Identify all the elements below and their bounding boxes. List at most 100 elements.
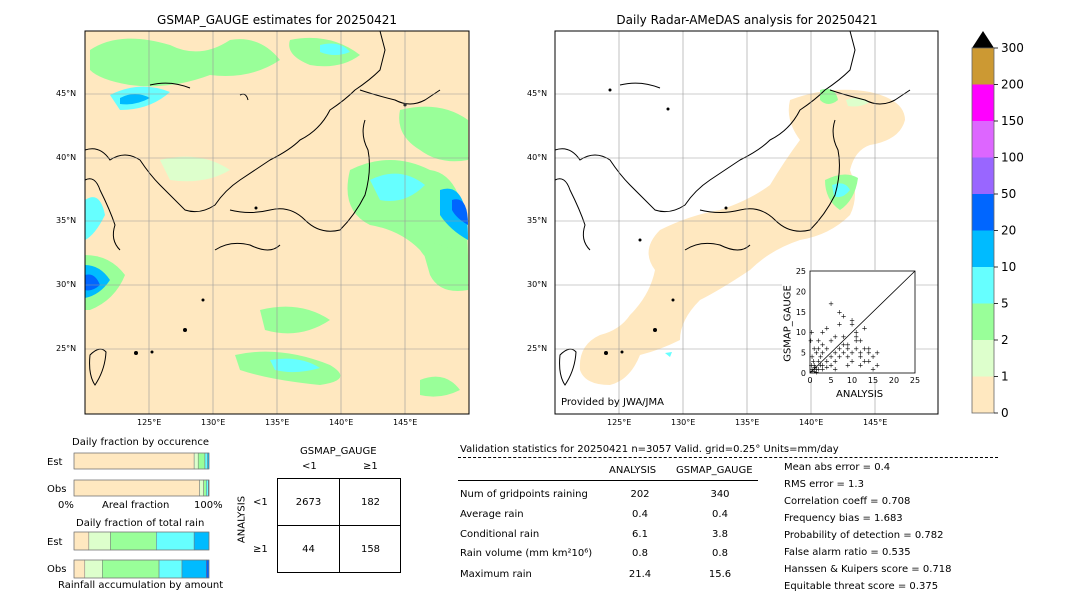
lon-label: 140°E: [329, 418, 354, 427]
scatter-point: +: [815, 365, 821, 373]
lat-label: 35°N: [527, 216, 548, 225]
stacked-bar-segment: [181, 559, 207, 579]
scatter-point: +: [845, 341, 851, 349]
lon-label: 145°E: [393, 418, 418, 427]
contingency-cell: 182: [360, 497, 381, 508]
stacked-bar-segment: [73, 479, 200, 497]
stats-row-label: Rain volume (mm km²10⁶): [460, 548, 593, 559]
scatter-point: +: [845, 361, 851, 369]
scatter-point: +: [857, 353, 863, 361]
right-gridlines: [555, 31, 938, 414]
scatter-xtick: 25: [910, 376, 920, 385]
stats-row-analysis: 0.8: [632, 548, 648, 559]
scatter-plot: ++++++++++++++++++++++++++++++++++++++++…: [796, 267, 920, 385]
scatter-point: +: [849, 349, 855, 357]
stats-row-label: Maximum rain: [460, 569, 532, 580]
stats-header-rule: [458, 457, 998, 458]
colorbar-band: [972, 48, 994, 85]
colorbar-tick-label: 150: [1001, 114, 1024, 128]
colorbar-band: [972, 267, 994, 304]
stacked-bar-segment: [206, 559, 210, 579]
occurrence-title: Daily fraction by occurence: [72, 437, 210, 448]
stacked-bar-segment: [203, 479, 207, 497]
lon-label: 145°E: [863, 418, 888, 427]
scatter-point: +: [811, 365, 817, 373]
scatter-point: +: [874, 349, 880, 357]
diagonal-line: [809, 270, 916, 374]
scatter-point: +: [836, 353, 842, 361]
colorbar-tick-label: 300: [1001, 41, 1024, 55]
scatter-point: +: [857, 349, 863, 357]
stacked-bar-segment: [204, 452, 208, 470]
colorbar-band: [972, 84, 994, 121]
scatter-point: +: [836, 321, 842, 329]
right-coverage: [579, 88, 905, 385]
left-gridlines: [85, 31, 469, 414]
score-line: Mean abs error = 0.4: [784, 462, 891, 473]
stacked-bar-segment: [102, 559, 160, 579]
colorbar-tick-label: 10: [1001, 260, 1016, 274]
scatter-point: +: [824, 357, 830, 365]
lon-label: 130°E: [671, 418, 696, 427]
score-line: RMS error = 1.3: [784, 479, 864, 490]
rain-total-title: Daily fraction of total rain: [76, 518, 205, 529]
score-line: Correlation coeff = 0.708: [784, 496, 911, 507]
scatter-point: +: [815, 337, 821, 345]
stats-row-label: Num of gridpoints raining: [460, 489, 588, 500]
lat-label: 25°N: [56, 344, 77, 353]
stats-row-gsmap: 15.6: [708, 569, 732, 580]
lon-label: 125°E: [607, 418, 632, 427]
colorbar-band: [972, 194, 994, 231]
left-map-title: GSMAP_GAUGE estimates for 20250421: [157, 13, 397, 27]
occurrence-row-est: Est: [47, 457, 63, 468]
stats-col-analysis: ANALYSIS: [609, 465, 657, 476]
colorbar-tick-label: 200: [1001, 78, 1024, 92]
scatter-point: +: [862, 357, 868, 365]
scatter-point: +: [845, 353, 851, 361]
colorbar-band: [972, 303, 994, 340]
stacked-bar-frame: [73, 531, 210, 551]
scatter-point: +: [857, 337, 863, 345]
scatter-point: +: [820, 361, 826, 369]
stacked-bar-segment: [88, 531, 111, 551]
stacked-bar-segment: [193, 531, 210, 551]
scatter-point: +: [866, 345, 872, 353]
scatter-point: +: [815, 357, 821, 365]
contingency-row-lt1: <1: [253, 497, 268, 508]
credit-text: Provided by JWA/JMA: [561, 397, 664, 408]
stats-col-gsmap: GSMAP_GAUGE: [676, 465, 753, 476]
lat-label: 45°N: [56, 89, 77, 98]
stacked-bar-segment: [110, 531, 157, 551]
rain-total-xlabel: Rainfall accumulation by amount: [58, 580, 224, 591]
scatter-point: +: [849, 321, 855, 329]
scatter-ytick: 25: [796, 267, 806, 276]
scatter-point: +: [849, 357, 855, 365]
scatter-point: +: [870, 365, 876, 373]
occurrence-bars: [73, 452, 210, 497]
stats-row-label: Average rain: [460, 509, 524, 520]
scatter-xtick: 5: [828, 376, 833, 385]
stacked-bar-frame: [73, 559, 210, 579]
scatter-point: +: [828, 353, 834, 361]
stats-row-analysis: 202: [630, 489, 650, 500]
scatter-point: +: [813, 368, 819, 376]
lon-label: 125°E: [137, 418, 162, 427]
scatter-point: +: [813, 365, 819, 373]
scatter-point: +: [820, 329, 826, 337]
lat-label: 45°N: [527, 89, 548, 98]
scatter-xlabel: ANALYSIS: [836, 389, 884, 400]
stats-row-gsmap: 340: [710, 489, 730, 500]
scatter-point: +: [809, 367, 815, 375]
scatter-point: +: [866, 357, 872, 365]
stacked-bar-segment: [84, 559, 103, 579]
colorbar-over-arrow: [972, 31, 994, 48]
contingency-grid: 2673 182 44 158: [277, 478, 401, 573]
scatter-point: +: [862, 345, 868, 353]
contingency-cell: 44: [302, 544, 315, 555]
score-line: Frequency bias = 1.683: [784, 513, 903, 524]
scatter-ylabel: GSMAP_GAUGE: [782, 285, 794, 362]
scatter-point: +: [810, 357, 816, 365]
contingency-cell: 2673: [295, 497, 322, 508]
contingency-title: GSMAP_GAUGE: [300, 446, 377, 457]
